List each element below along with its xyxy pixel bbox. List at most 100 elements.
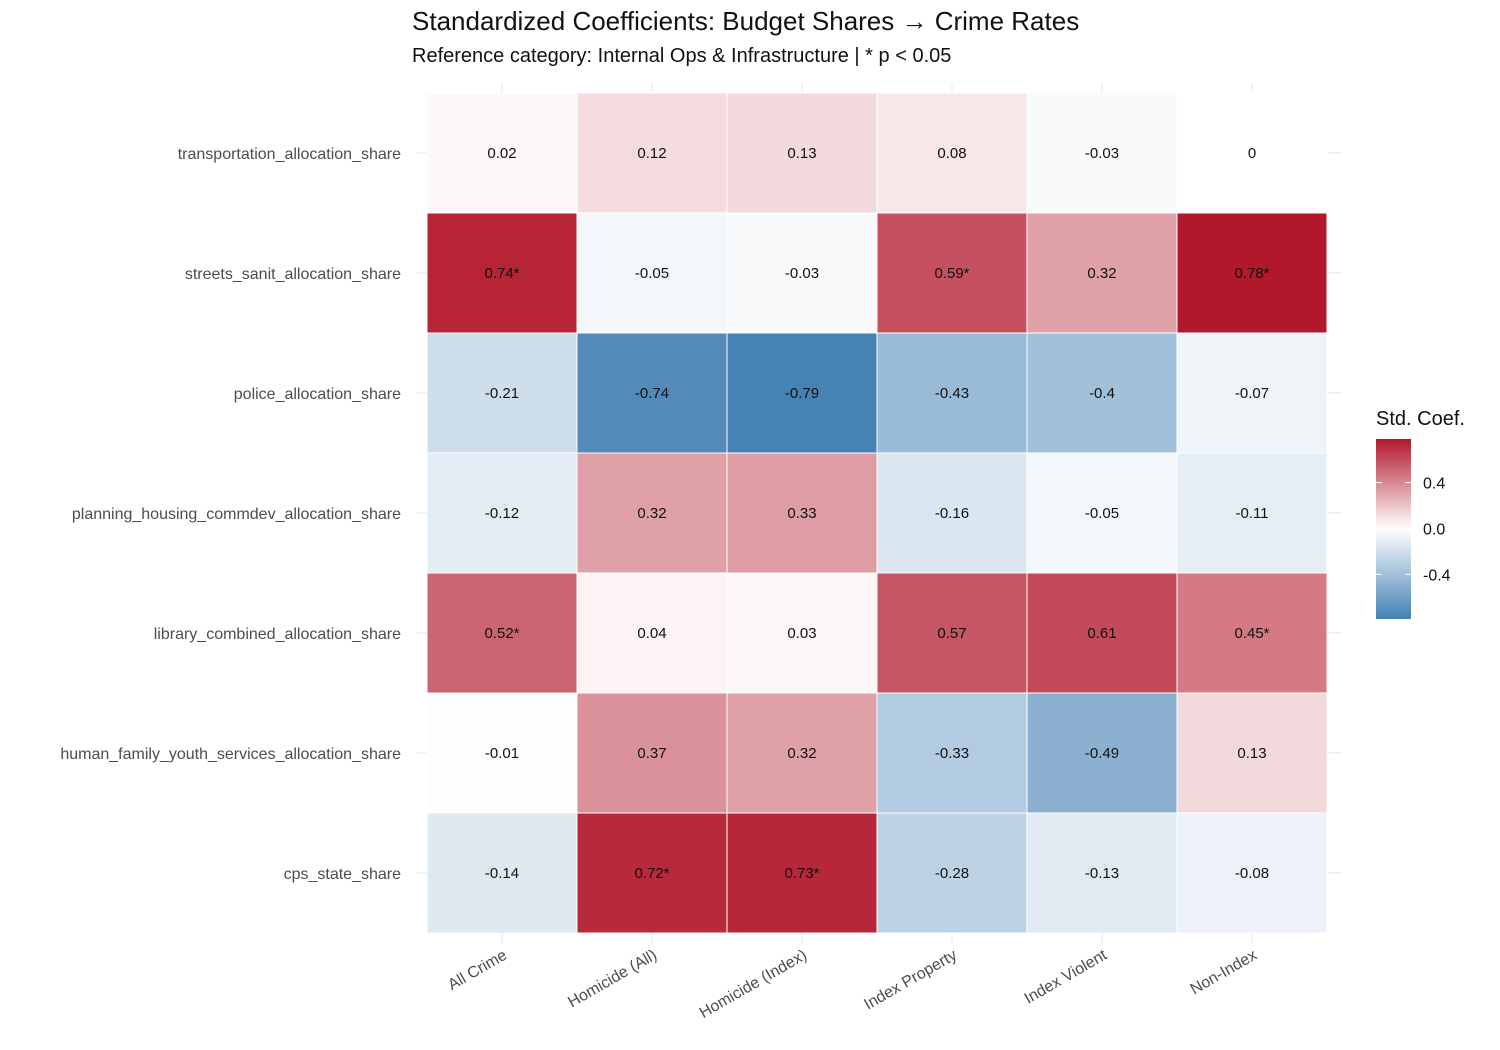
cell-value-label: 0.12 (637, 145, 666, 162)
cell-value-label: 0.32 (787, 745, 816, 762)
heatmap-cell (876, 812, 1028, 934)
heatmap-cell (1026, 332, 1178, 454)
cell-value-label: 0.33 (787, 505, 816, 522)
cell-value-label: -0.79 (785, 385, 819, 402)
heatmap-cell (576, 572, 728, 694)
cell-value-label: 0.78* (1234, 265, 1269, 282)
x-tick-label: Index Violent (1022, 946, 1111, 1007)
heatmap-cell (1176, 572, 1328, 694)
cell-value-label: 0.59* (934, 265, 969, 282)
heatmap-cell (726, 812, 878, 934)
cell-value-label: -0.01 (485, 745, 519, 762)
cell-value-label: -0.12 (485, 505, 519, 522)
heatmap-cell (426, 572, 578, 694)
y-axis-labels: transportation_allocation_share streets_s… (60, 146, 401, 883)
heatmap-cell (726, 572, 878, 694)
cell-value-label: 0.32 (1087, 265, 1116, 282)
heatmap-cell (876, 692, 1028, 814)
cell-value-label: 0.08 (937, 145, 966, 162)
heatmap-cell (1026, 452, 1178, 574)
cell-value-label: -0.03 (785, 265, 819, 282)
cell-value-label: -0.05 (1085, 505, 1119, 522)
cell-value-label: 0.45* (1234, 625, 1269, 642)
heatmap-cell (576, 812, 728, 934)
legend-title: Std. Coef. (1376, 408, 1465, 430)
y-tick-label: library_combined_allocation_share (154, 626, 401, 643)
cell-value-label: 0 (1248, 145, 1256, 162)
cell-value-label: -0.4 (1089, 385, 1115, 402)
heatmap-cell (1176, 212, 1328, 334)
heatmap-cell (576, 692, 728, 814)
y-tick-label: streets_sanit_allocation_share (185, 266, 401, 283)
heatmap-cell (726, 692, 878, 814)
legend-colorbar (1376, 439, 1411, 619)
cell-value-label: -0.11 (1235, 505, 1268, 522)
heatmap-cell (576, 452, 728, 574)
legend-tick-label: 0.0 (1423, 521, 1445, 538)
heatmap-cell (576, 212, 728, 334)
cell-value-label: -0.74 (635, 385, 669, 402)
cell-value-label: 0.73* (784, 865, 819, 882)
cell-value-label: 0.57 (937, 625, 966, 642)
chart-title: Standardized Coefficients: Budget Shares… (412, 6, 1080, 36)
color-legend: Std. Coef. 0.4 0.0 -0.4 (1376, 408, 1465, 619)
heatmap-cell (1026, 212, 1178, 334)
legend-tick-label: 0.4 (1423, 476, 1445, 493)
heatmap-cell (1026, 812, 1178, 934)
x-tick-label: Homicide (Index) (697, 947, 810, 1022)
heatmap-cell (426, 812, 578, 934)
cell-value-label: -0.13 (1085, 865, 1119, 882)
heatmap-cell (876, 332, 1028, 454)
cell-value-label: -0.28 (935, 865, 969, 882)
heatmap-cell (426, 212, 578, 334)
cell-value-label: -0.07 (1235, 385, 1269, 402)
heatmap-cell (1176, 812, 1328, 934)
heatmap-cells: 0.02 0.12 0.13 0.08 -0.03 0 0.74* -0.05 -0.03 0.5… (426, 92, 1328, 934)
heatmap-cell (426, 452, 578, 574)
y-tick-label: police_allocation_share (234, 386, 401, 403)
y-tick-label: cps_state_share (284, 866, 402, 883)
y-tick-label: planning_housing_commdev_allocation_shar… (72, 506, 401, 523)
cell-value-label: 0.52* (484, 625, 519, 642)
x-tick-label: Non-Index (1188, 947, 1260, 999)
cell-value-label: 0.72* (634, 865, 669, 882)
cell-value-label: 0.13 (787, 145, 816, 162)
cell-value-label: -0.16 (935, 505, 969, 522)
heatmap-cell (726, 332, 878, 454)
heatmap-cell (426, 692, 578, 814)
heatmap-cell (576, 332, 728, 454)
legend-tick-label: -0.4 (1423, 567, 1451, 584)
cell-value-label: 0.03 (787, 625, 816, 642)
heatmap-cell (1176, 452, 1328, 574)
heatmap-cell (426, 332, 578, 454)
cell-value-label: -0.14 (485, 865, 519, 882)
cell-value-label: -0.05 (635, 265, 669, 282)
cell-value-label: -0.03 (1085, 145, 1119, 162)
cell-value-label: -0.49 (1085, 745, 1119, 762)
heatmap-cell (1176, 92, 1328, 214)
x-tick-label: All Crime (445, 947, 510, 994)
cell-value-label: 0.02 (487, 145, 516, 162)
heatmap-cell (876, 92, 1028, 214)
heatmap-cell (726, 452, 878, 574)
cell-value-label: 0.32 (637, 505, 666, 522)
heatmap-cell (876, 572, 1028, 694)
chart-subtitle: Reference category: Internal Ops & Infra… (412, 45, 952, 67)
x-axis-labels: All Crime Homicide (All) Homicide (Index) I… (445, 946, 1260, 1021)
heatmap-cell (876, 452, 1028, 574)
heatmap-cell (1176, 692, 1328, 814)
heatmap-cell (1026, 92, 1178, 214)
y-tick-label: human_family_youth_services_allocation_s… (60, 746, 401, 763)
cell-value-label: -0.43 (935, 385, 969, 402)
cell-value-label: -0.08 (1235, 865, 1269, 882)
cell-value-label: 0.37 (637, 745, 666, 762)
cell-value-label: 0.04 (637, 625, 666, 642)
y-tick-label: transportation_allocation_share (178, 146, 401, 163)
cell-value-label: -0.33 (935, 745, 969, 762)
heatmap-cell (1026, 572, 1178, 694)
cell-value-label: 0.13 (1237, 745, 1266, 762)
cell-value-label: -0.21 (485, 385, 519, 402)
x-tick-label: Index Property (861, 947, 960, 1014)
heatmap-cell (726, 212, 878, 334)
